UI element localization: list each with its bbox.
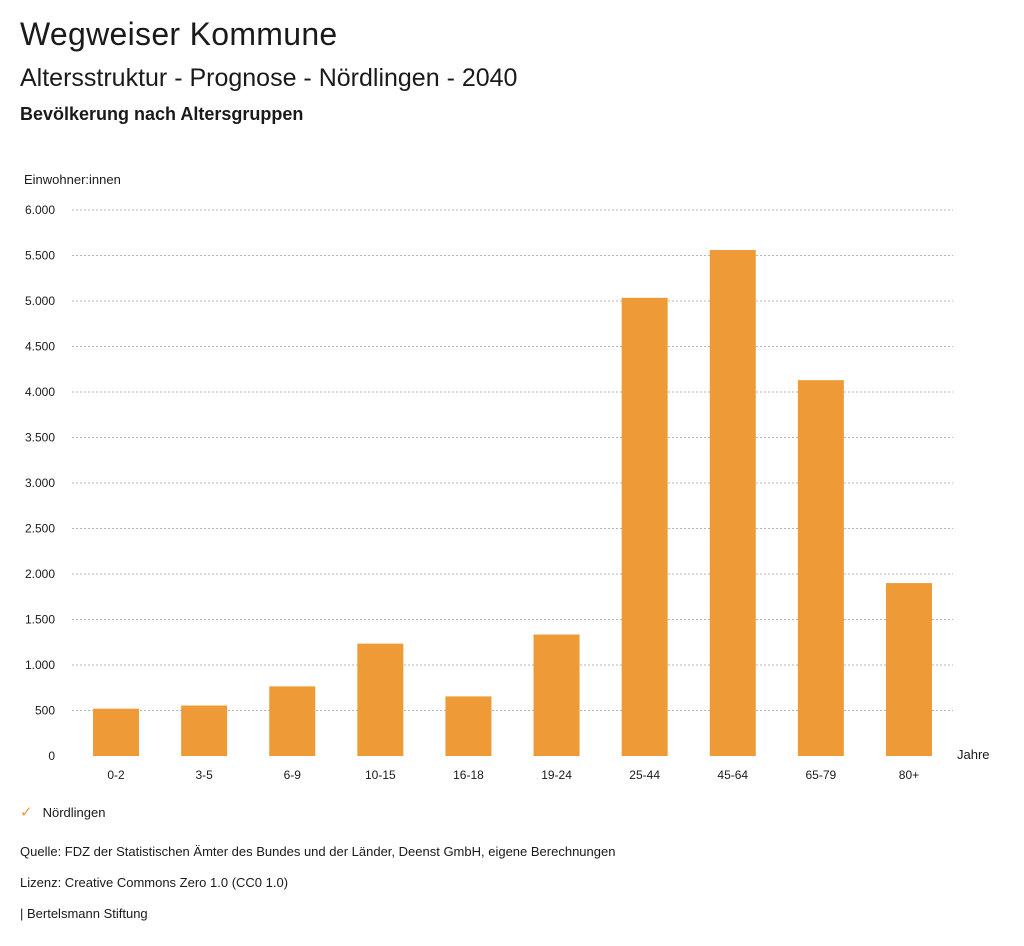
y-tick-label: 6.000 — [25, 203, 55, 217]
bar-3-5[interactable] — [181, 705, 228, 756]
x-tick-label: 45-64 — [717, 768, 748, 782]
y-axis-label: Einwohner:innen — [24, 172, 121, 187]
y-tick-label: 1.500 — [25, 613, 55, 627]
x-axis-label: Jahre — [957, 747, 990, 762]
y-tick-label: 3.500 — [25, 431, 55, 445]
bar-16-18[interactable] — [445, 696, 492, 756]
x-tick-label: 0-2 — [107, 768, 125, 782]
bar-10-15[interactable] — [357, 643, 404, 756]
y-tick-label: 500 — [35, 704, 55, 718]
y-tick-label: 4.500 — [25, 340, 55, 354]
bars — [93, 250, 932, 756]
chart-subtitle: Altersstruktur - Prognose - Nördlingen -… — [20, 64, 518, 92]
x-tick-label: 16-18 — [453, 768, 484, 782]
y-tick-label: 4.000 — [25, 385, 55, 399]
y-tick-label: 2.500 — [25, 522, 55, 536]
x-tick-label: 6-9 — [284, 768, 302, 782]
x-tick-label: 3-5 — [195, 768, 213, 782]
x-axis-ticks: 0-2 3-5 6-9 10-15 16-18 19-24 25-44 45-64 65-79 8… — [107, 768, 919, 782]
bar-25-44[interactable] — [621, 297, 668, 756]
bar-19-24[interactable] — [533, 634, 580, 756]
legend-label: Nördlingen — [42, 804, 106, 820]
y-tick-label: 0 — [48, 749, 55, 763]
y-tick-label: 3.000 — [25, 476, 55, 490]
grid-lines — [72, 209, 953, 711]
y-tick-label: 5.000 — [25, 294, 55, 308]
bar-chart: Einwohner:innen 0 500 1.000 1.500 2.000 2.500… — [24, 172, 990, 782]
x-tick-label: 19-24 — [541, 768, 572, 782]
x-tick-label: 10-15 — [365, 768, 396, 782]
bar-0-2[interactable] — [93, 708, 140, 756]
source-note: Quelle: FDZ der Statistischen Ämter des … — [20, 844, 616, 859]
x-tick-label: 65-79 — [805, 768, 836, 782]
bar-6-9[interactable] — [269, 686, 316, 756]
y-tick-label: 2.000 — [25, 567, 55, 581]
y-tick-label: 5.500 — [25, 249, 55, 263]
checkmark-icon: ✓ — [20, 804, 33, 821]
bar-45-64[interactable] — [709, 250, 756, 756]
bar-80+[interactable] — [885, 583, 932, 756]
bar-65-79[interactable] — [797, 380, 844, 756]
y-axis-ticks: 0 500 1.000 1.500 2.000 2.500 3.000 3.500 4.000 4… — [25, 203, 55, 763]
x-tick-label: 80+ — [899, 768, 919, 782]
page-title: Wegweiser Kommune — [20, 16, 338, 52]
x-tick-label: 25-44 — [629, 768, 660, 782]
chart-section-title: Bevölkerung nach Altersgruppen — [20, 104, 304, 124]
y-tick-label: 1.000 — [25, 658, 55, 672]
brand-note: | Bertelsmann Stiftung — [20, 906, 148, 921]
legend-item-noerdlingen[interactable]: ✓ Nördlingen — [20, 803, 105, 821]
license-note: Lizenz: Creative Commons Zero 1.0 (CC0 1… — [20, 875, 289, 890]
